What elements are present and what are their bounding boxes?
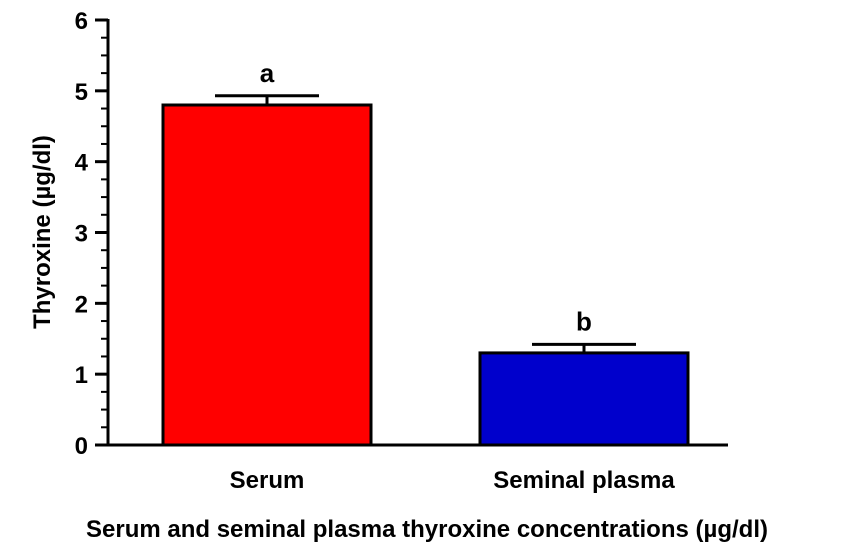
y-axis-title: Thyroxine (µg/dl) — [29, 135, 56, 329]
y-tick-label: 3 — [75, 221, 88, 248]
significance-letter: b — [576, 306, 592, 336]
y-tick-label: 1 — [75, 362, 88, 389]
bars: ab — [161, 58, 690, 447]
y-tick-label: 5 — [75, 79, 88, 106]
x-axis-categories: Serum Seminal plasma — [230, 467, 676, 494]
x-category-label: Serum — [230, 467, 305, 494]
y-tick-label: 4 — [75, 150, 89, 177]
y-axis-ticks: 0 1 2 3 4 5 6 — [75, 8, 108, 460]
bar-seminal-plasma — [478, 351, 690, 447]
x-category-label: Seminal plasma — [493, 467, 675, 494]
bar-serum — [161, 103, 373, 447]
x-axis-title: Serum and seminal plasma thyroxine conce… — [86, 516, 768, 543]
y-tick-label: 0 — [75, 433, 88, 460]
y-tick-label: 2 — [75, 291, 88, 318]
y-tick-label: 6 — [75, 8, 88, 35]
significance-letter: a — [260, 58, 275, 88]
